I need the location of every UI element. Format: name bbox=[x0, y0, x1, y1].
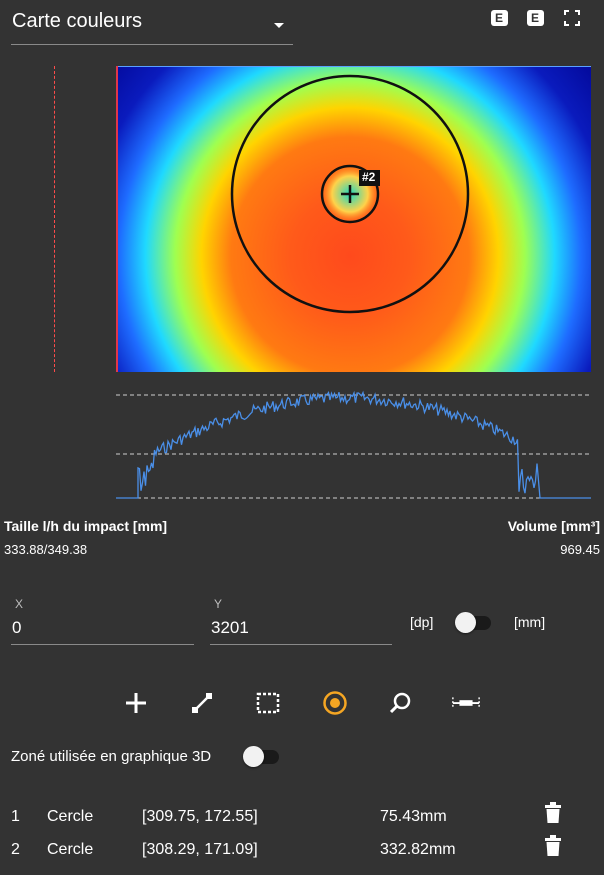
center-crosshair-icon bbox=[341, 185, 359, 203]
measure-tool-button[interactable] bbox=[451, 688, 481, 718]
chevron-down-icon bbox=[274, 23, 284, 28]
x-coordinate-value: 0 bbox=[12, 618, 22, 637]
delete-zone-button[interactable] bbox=[544, 835, 562, 857]
3d-zone-label: Zoné utilisée en graphique 3D bbox=[11, 748, 212, 765]
impact-size-value: 333.88/349.38 bbox=[4, 542, 88, 557]
volume-label: Volume [mm³] bbox=[507, 518, 600, 534]
export-icon: E bbox=[526, 10, 544, 26]
export-icon: E bbox=[490, 10, 508, 26]
fullscreen-button[interactable] bbox=[562, 8, 582, 28]
zone-size: 332.82mm bbox=[380, 841, 456, 858]
horizontal-profile-chart bbox=[116, 380, 591, 505]
zone-index: 2 bbox=[11, 841, 20, 858]
trash-icon bbox=[545, 802, 561, 823]
volume-value: 969.45 bbox=[560, 542, 600, 557]
circle-target-icon bbox=[323, 691, 347, 715]
search-icon bbox=[389, 692, 411, 714]
y-coordinate-field[interactable]: 3201 bbox=[210, 614, 392, 645]
unit-mm-label: [mm] bbox=[514, 614, 546, 630]
rectangle-select-icon bbox=[256, 692, 280, 714]
zone-center: [308.29, 171.09] bbox=[142, 841, 258, 858]
zone-index: 1 bbox=[11, 808, 20, 825]
view-mode-select[interactable]: Carte couleurs bbox=[11, 6, 293, 45]
color-map-view[interactable]: #2 bbox=[116, 66, 591, 372]
zone-marker-label: #2 bbox=[362, 170, 376, 184]
delete-zone-button[interactable] bbox=[544, 802, 562, 824]
view-mode-value: Carte couleurs bbox=[12, 10, 143, 32]
zone-circle-2[interactable] bbox=[230, 74, 470, 314]
zone-row: 2 Cercle [308.29, 171.09] 332.82mm bbox=[0, 835, 604, 863]
zone-shape: Cercle bbox=[47, 841, 94, 858]
export-button-1[interactable]: E bbox=[489, 8, 509, 28]
zone-shape: Cercle bbox=[47, 808, 94, 825]
export-button-2[interactable]: E bbox=[525, 8, 545, 28]
add-point-button[interactable] bbox=[121, 688, 151, 718]
y-field-caption: Y bbox=[214, 597, 223, 611]
zone-size: 75.43mm bbox=[380, 808, 447, 825]
fullscreen-icon bbox=[564, 10, 580, 26]
zone-center: [309.75, 172.55] bbox=[142, 808, 258, 825]
rectangle-tool-button[interactable] bbox=[253, 688, 283, 718]
color-map-canvas bbox=[118, 66, 591, 372]
measure-icon bbox=[452, 697, 480, 709]
unit-toggle[interactable] bbox=[455, 612, 495, 633]
x-coordinate-field[interactable]: 0 bbox=[11, 614, 194, 645]
zoom-tool-button[interactable] bbox=[385, 688, 415, 718]
x-field-caption: X bbox=[15, 597, 24, 611]
line-icon bbox=[192, 693, 212, 713]
vertical-profile-line bbox=[54, 66, 55, 372]
zone-row: 1 Cercle [309.75, 172.55] 75.43mm bbox=[0, 802, 604, 830]
trash-icon bbox=[545, 835, 561, 856]
y-coordinate-value: 3201 bbox=[211, 618, 249, 637]
circle-tool-button[interactable] bbox=[320, 688, 350, 718]
unit-dp-label: [dp] bbox=[410, 614, 434, 630]
3d-zone-toggle[interactable] bbox=[243, 746, 283, 767]
impact-size-label: Taille l/h du impact [mm] bbox=[4, 518, 168, 534]
profile-line bbox=[116, 390, 591, 499]
zone-circle-1[interactable] bbox=[320, 164, 380, 224]
line-tool-button[interactable] bbox=[187, 688, 217, 718]
plus-icon bbox=[126, 693, 146, 713]
